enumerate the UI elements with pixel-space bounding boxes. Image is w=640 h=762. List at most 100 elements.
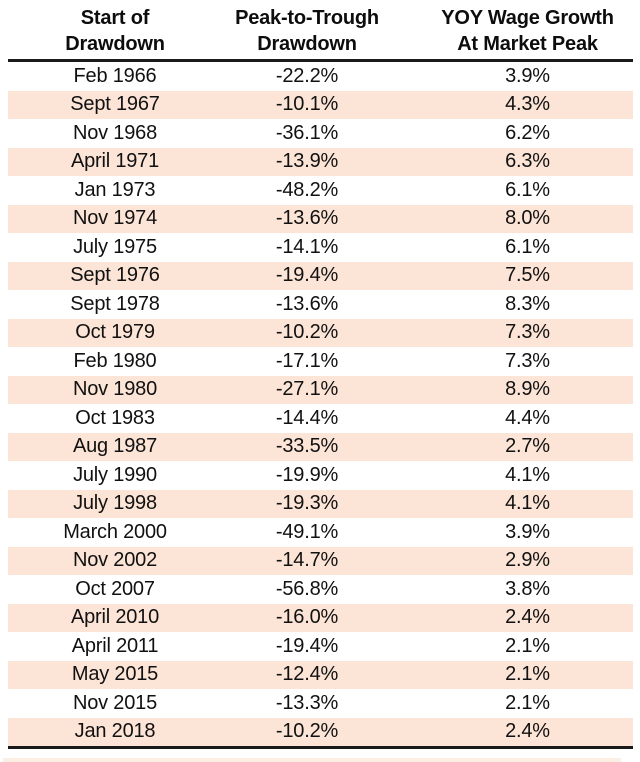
cell-start-of-drawdown: Nov 1968 xyxy=(72,121,157,144)
cell-peak-to-trough-drawdown: -19.4% xyxy=(275,264,339,287)
table-row: Nov 1974 -13.6% 8.0% xyxy=(8,204,633,233)
cell-yoy-wage-growth: 2.4% xyxy=(505,720,550,743)
cell-start-of-drawdown: July 1975 xyxy=(73,235,157,258)
cell-yoy-wage-growth: 7.5% xyxy=(505,264,550,287)
cell-peak-to-trough-drawdown: -14.1% xyxy=(275,235,339,258)
header-line: At Market Peak xyxy=(457,33,598,55)
cell-start-of-drawdown: July 1998 xyxy=(73,492,157,515)
cell-peak-to-trough-drawdown: -22.2% xyxy=(275,64,339,87)
cell-peak-to-trough-drawdown: -13.9% xyxy=(275,150,339,173)
cell-yoy-wage-growth: 2.4% xyxy=(505,606,550,629)
table-body: Feb 1966 -22.2% 3.9% Sept 1967 -10.1% 4.3% Nov… xyxy=(8,62,633,749)
cell-start-of-drawdown: Jan 1973 xyxy=(74,178,156,201)
table-row: April 1971 -13.9% 6.3% xyxy=(8,147,633,176)
table-row: Oct 1979 -10.2% 7.3% xyxy=(8,318,633,347)
cell-peak-to-trough-drawdown: -10.1% xyxy=(275,93,339,116)
cell-yoy-wage-growth: 8.9% xyxy=(505,378,550,401)
cell-peak-to-trough-drawdown: -10.2% xyxy=(275,321,339,344)
cell-yoy-wage-growth: 3.8% xyxy=(505,577,550,600)
table-row: Jan 1973 -48.2% 6.1% xyxy=(8,176,633,205)
cell-yoy-wage-growth: 7.3% xyxy=(505,321,550,344)
cell-yoy-wage-growth: 7.3% xyxy=(505,349,550,372)
table-row: Feb 1966 -22.2% 3.9% xyxy=(8,62,633,91)
cell-peak-to-trough-drawdown: -19.3% xyxy=(275,492,339,515)
table-row: Aug 1987 -33.5% 2.7% xyxy=(8,432,633,461)
cell-start-of-drawdown: Nov 1974 xyxy=(72,207,157,230)
table-row: July 1990 -19.9% 4.1% xyxy=(8,461,633,490)
cell-start-of-drawdown: May 2015 xyxy=(71,663,159,686)
cell-yoy-wage-growth: 4.3% xyxy=(505,93,550,116)
cell-yoy-wage-growth: 3.9% xyxy=(505,520,550,543)
cell-start-of-drawdown: April 1971 xyxy=(70,150,160,173)
table-row: Nov 2002 -14.7% 2.9% xyxy=(8,546,633,575)
cell-start-of-drawdown: Oct 2007 xyxy=(75,577,155,600)
table-row: Oct 2007 -56.8% 3.8% xyxy=(8,575,633,604)
table-row: Nov 1968 -36.1% 6.2% xyxy=(8,119,633,148)
cell-peak-to-trough-drawdown: -33.5% xyxy=(275,435,339,458)
cell-yoy-wage-growth: 2.1% xyxy=(505,691,550,714)
header-line: Start of xyxy=(80,7,150,29)
table-row: May 2015 -12.4% 2.1% xyxy=(8,660,633,689)
cell-start-of-drawdown: Oct 1983 xyxy=(75,406,155,429)
cell-yoy-wage-growth: 2.9% xyxy=(505,549,550,572)
cell-start-of-drawdown: Sept 1978 xyxy=(70,292,160,315)
table-row: Sept 1976 -19.4% 7.5% xyxy=(8,261,633,290)
table-row: July 1998 -19.3% 4.1% xyxy=(8,489,633,518)
table-row: Sept 1967 -10.1% 4.3% xyxy=(8,90,633,119)
cell-start-of-drawdown: Feb 1980 xyxy=(73,349,157,372)
partial-row-strip xyxy=(3,758,621,762)
table-row: April 2011 -19.4% 2.1% xyxy=(8,632,633,661)
cell-peak-to-trough-drawdown: -49.1% xyxy=(275,520,339,543)
cell-peak-to-trough-drawdown: -12.4% xyxy=(275,663,339,686)
cell-yoy-wage-growth: 6.1% xyxy=(505,178,550,201)
cell-yoy-wage-growth: 2.1% xyxy=(505,663,550,686)
cell-start-of-drawdown: Sept 1976 xyxy=(70,264,160,287)
table-row: Oct 1983 -14.4% 4.4% xyxy=(8,404,633,433)
header-line: Drawdown xyxy=(65,33,165,55)
table-row: March 2000 -49.1% 3.9% xyxy=(8,518,633,547)
header-line: Drawdown xyxy=(257,33,357,55)
cell-yoy-wage-growth: 2.7% xyxy=(505,435,550,458)
cell-peak-to-trough-drawdown: -17.1% xyxy=(275,349,339,372)
cell-start-of-drawdown: Nov 1980 xyxy=(72,378,157,401)
cell-peak-to-trough-drawdown: -13.3% xyxy=(275,691,339,714)
table-row: Feb 1980 -17.1% 7.3% xyxy=(8,347,633,376)
cell-yoy-wage-growth: 4.4% xyxy=(505,406,550,429)
header-line: Peak-to-Trough xyxy=(235,7,379,29)
cell-start-of-drawdown: Nov 2015 xyxy=(72,691,157,714)
cell-start-of-drawdown: April 2010 xyxy=(70,606,160,629)
cell-start-of-drawdown: March 2000 xyxy=(63,520,167,543)
table-row: Nov 1980 -27.1% 8.9% xyxy=(8,375,633,404)
cell-yoy-wage-growth: 3.9% xyxy=(505,64,550,87)
table-header-row: Start of Drawdown Peak-to-Trough Drawdow… xyxy=(8,5,633,62)
cell-yoy-wage-growth: 8.3% xyxy=(505,292,550,315)
cell-start-of-drawdown: Nov 2002 xyxy=(72,549,157,572)
cell-yoy-wage-growth: 6.2% xyxy=(505,121,550,144)
table-row: April 2010 -16.0% 2.4% xyxy=(8,603,633,632)
cell-peak-to-trough-drawdown: -13.6% xyxy=(275,207,339,230)
table-row: July 1975 -14.1% 6.1% xyxy=(8,233,633,262)
table-row: Jan 2018 -10.2% 2.4% xyxy=(8,717,633,746)
table-row: Nov 2015 -13.3% 2.1% xyxy=(8,689,633,718)
cell-start-of-drawdown: Oct 1979 xyxy=(75,321,155,344)
cell-peak-to-trough-drawdown: -10.2% xyxy=(275,720,339,743)
drawdown-table: Start of Drawdown Peak-to-Trough Drawdow… xyxy=(8,5,633,749)
cell-peak-to-trough-drawdown: -13.6% xyxy=(275,292,339,315)
column-header-peak-to-trough: Peak-to-Trough Drawdown xyxy=(222,5,392,57)
cell-yoy-wage-growth: 6.3% xyxy=(505,150,550,173)
table-row: Sept 1978 -13.6% 8.3% xyxy=(8,290,633,319)
cell-yoy-wage-growth: 4.1% xyxy=(505,492,550,515)
cell-start-of-drawdown: Feb 1966 xyxy=(73,64,157,87)
cell-start-of-drawdown: July 1990 xyxy=(73,463,157,486)
cell-peak-to-trough-drawdown: -19.4% xyxy=(275,634,339,657)
cell-peak-to-trough-drawdown: -27.1% xyxy=(275,378,339,401)
cell-peak-to-trough-drawdown: -48.2% xyxy=(275,178,339,201)
cell-peak-to-trough-drawdown: -16.0% xyxy=(275,606,339,629)
cell-start-of-drawdown: April 2011 xyxy=(71,634,159,657)
cell-peak-to-trough-drawdown: -56.8% xyxy=(275,577,339,600)
cell-yoy-wage-growth: 6.1% xyxy=(505,235,550,258)
cell-peak-to-trough-drawdown: -14.7% xyxy=(275,549,339,572)
cell-yoy-wage-growth: 8.0% xyxy=(505,207,550,230)
cell-yoy-wage-growth: 4.1% xyxy=(505,463,550,486)
cell-start-of-drawdown: Sept 1967 xyxy=(70,93,160,116)
